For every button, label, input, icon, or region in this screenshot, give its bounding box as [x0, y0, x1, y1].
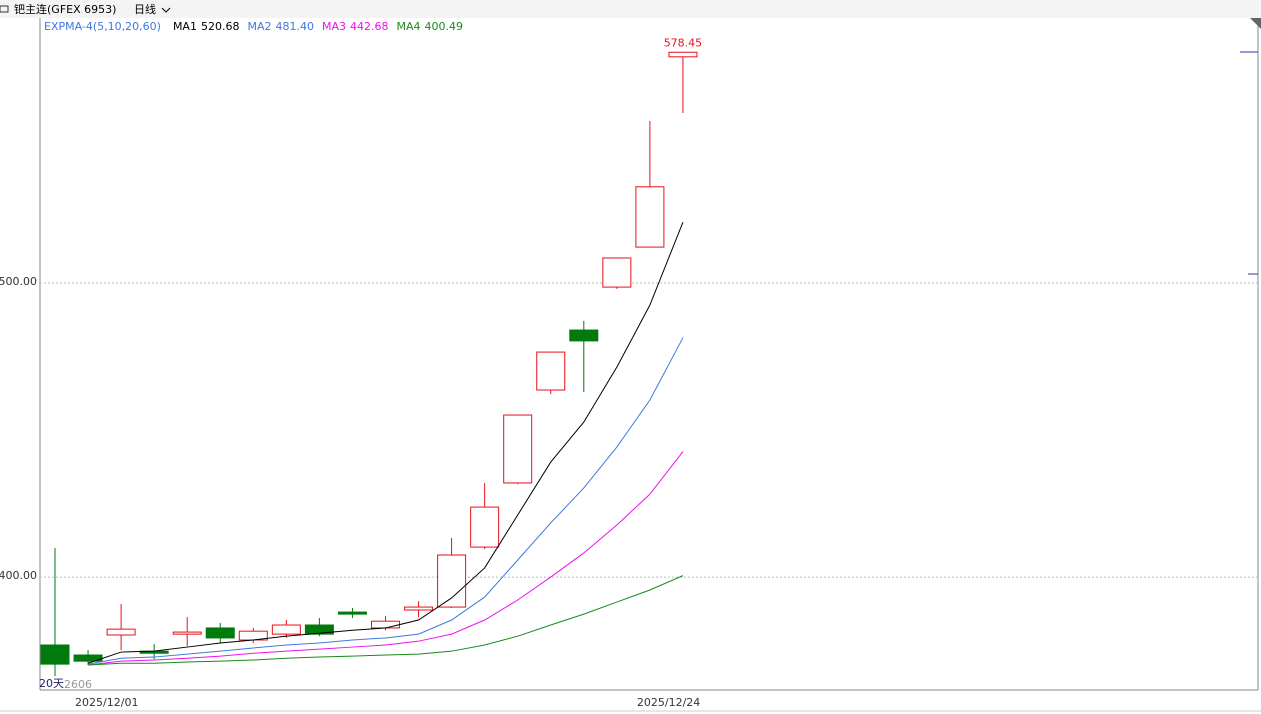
- corner-note: 2606: [64, 678, 92, 691]
- menu-icon[interactable]: [0, 5, 9, 13]
- corner-note: 20天: [39, 677, 64, 690]
- candle-body: [172, 631, 202, 635]
- y-tick-label: 500.00: [0, 275, 37, 288]
- candle-body: [40, 644, 70, 665]
- legend-value: 481.40: [275, 20, 314, 33]
- candle-body: [503, 414, 533, 484]
- instrument[interactable]: 钯主连(GFEX 6953): [14, 3, 116, 16]
- period-chevron[interactable]: [161, 7, 171, 13]
- candle-body: [569, 329, 599, 342]
- candle-body: [337, 611, 367, 615]
- y-tick-label: 400.00: [0, 569, 37, 582]
- high-label: 578.45: [664, 36, 703, 49]
- legend-value: 400.49: [424, 20, 464, 33]
- ma-line: [87, 221, 684, 664]
- period[interactable]: 日线: [134, 2, 156, 16]
- ma-line: [88, 575, 684, 666]
- candle-body: [668, 51, 698, 58]
- candle-body: [635, 186, 665, 248]
- top-bar: [0, 0, 1261, 18]
- candle-body: [536, 351, 566, 391]
- legend-name: MA3: [321, 20, 346, 33]
- candle-body: [304, 624, 334, 635]
- legend-name: MA1: [172, 20, 197, 33]
- candle-body: [404, 606, 434, 611]
- legend-value: 442.68: [349, 20, 389, 33]
- candle-body: [106, 628, 136, 636]
- x-tick-label: 2025/12/01: [75, 696, 138, 709]
- candle-body: [602, 257, 632, 288]
- legend-name: MA2: [247, 20, 272, 33]
- ma-line: [87, 337, 684, 665]
- candle-body: [470, 506, 500, 548]
- legend-value: 520.68: [200, 20, 240, 33]
- candle-body: [205, 627, 235, 639]
- candle-body: [437, 554, 467, 608]
- corner-marker[interactable]: [1250, 18, 1261, 29]
- x-tick-label: 2025/12/24: [637, 696, 700, 709]
- candle-body: [271, 624, 301, 635]
- ma-line: [87, 451, 684, 666]
- candle-body: [371, 620, 400, 629]
- legend-name: MA4: [396, 20, 421, 33]
- indicator-name[interactable]: EXPMA-4(5,10,20,60): [44, 20, 161, 33]
- legend: EXPMA-4(5,10,20,60) MA1 520.68 MA2 481.40 MA3…: [44, 20, 471, 33]
